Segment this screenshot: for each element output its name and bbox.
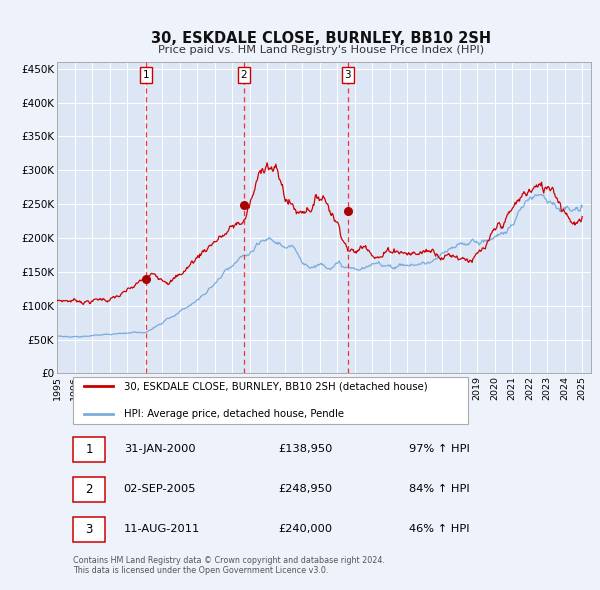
Text: 1: 1 [85,443,93,456]
Text: 97% ↑ HPI: 97% ↑ HPI [409,444,470,454]
Text: 02-SEP-2005: 02-SEP-2005 [124,484,196,494]
FancyBboxPatch shape [73,477,105,502]
Text: Price paid vs. HM Land Registry's House Price Index (HPI): Price paid vs. HM Land Registry's House … [158,45,484,55]
FancyBboxPatch shape [73,437,105,462]
Text: 3: 3 [85,523,93,536]
Text: 46% ↑ HPI: 46% ↑ HPI [409,524,470,534]
Text: £138,950: £138,950 [278,444,333,454]
Text: 2: 2 [85,483,93,496]
Text: 30, ESKDALE CLOSE, BURNLEY, BB10 2SH: 30, ESKDALE CLOSE, BURNLEY, BB10 2SH [151,31,491,45]
Text: 31-JAN-2000: 31-JAN-2000 [124,444,196,454]
Text: £248,950: £248,950 [278,484,333,494]
Text: 84% ↑ HPI: 84% ↑ HPI [409,484,470,494]
FancyBboxPatch shape [73,517,105,542]
Text: 2: 2 [241,70,247,80]
Text: Contains HM Land Registry data © Crown copyright and database right 2024.
This d: Contains HM Land Registry data © Crown c… [73,556,385,575]
Text: HPI: Average price, detached house, Pendle: HPI: Average price, detached house, Pend… [124,409,344,419]
Text: 30, ESKDALE CLOSE, BURNLEY, BB10 2SH (detached house): 30, ESKDALE CLOSE, BURNLEY, BB10 2SH (de… [124,381,427,391]
Text: 1: 1 [143,70,149,80]
FancyBboxPatch shape [73,376,468,424]
Text: 3: 3 [344,70,351,80]
Text: £240,000: £240,000 [278,524,333,534]
Text: 11-AUG-2011: 11-AUG-2011 [124,524,200,534]
